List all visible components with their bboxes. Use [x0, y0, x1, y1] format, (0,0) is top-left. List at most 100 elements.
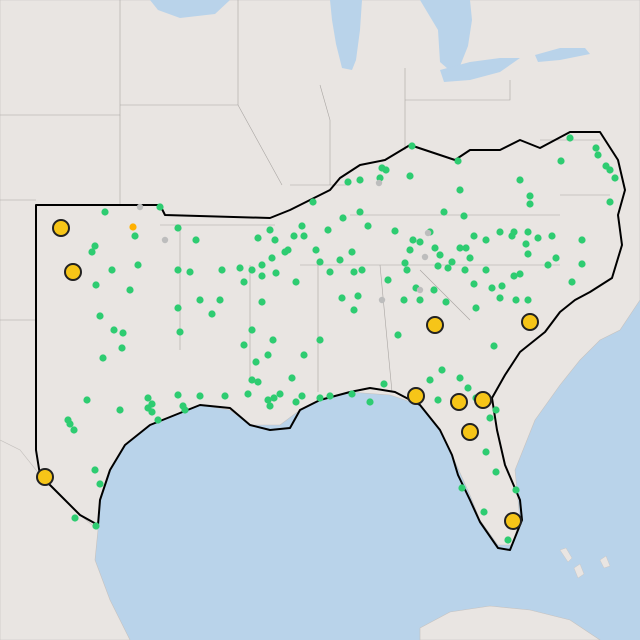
green-marker-dot[interactable] — [364, 222, 372, 230]
green-marker-dot[interactable] — [544, 261, 552, 269]
green-marker-dot[interactable] — [131, 232, 139, 240]
green-marker-dot[interactable] — [548, 232, 556, 240]
green-marker-dot[interactable] — [438, 366, 446, 374]
green-marker-dot[interactable] — [378, 164, 386, 172]
green-marker-dot[interactable] — [431, 244, 439, 252]
green-marker-dot[interactable] — [526, 200, 534, 208]
green-marker-dot[interactable] — [498, 282, 506, 290]
green-marker-dot[interactable] — [96, 480, 104, 488]
green-marker-dot[interactable] — [70, 426, 78, 434]
green-marker-dot[interactable] — [350, 306, 358, 314]
green-marker-dot[interactable] — [268, 254, 276, 262]
gray-marker-dot[interactable] — [421, 253, 429, 261]
green-marker-dot[interactable] — [461, 266, 469, 274]
gray-marker-dot[interactable] — [416, 286, 424, 294]
green-marker-dot[interactable] — [348, 390, 356, 398]
green-marker-dot[interactable] — [482, 448, 490, 456]
green-marker-dot[interactable] — [270, 394, 278, 402]
green-marker-dot[interactable] — [524, 250, 532, 258]
green-marker-dot[interactable] — [216, 296, 224, 304]
green-marker-dot[interactable] — [534, 234, 542, 242]
green-marker-dot[interactable] — [192, 236, 200, 244]
green-marker-dot[interactable] — [406, 246, 414, 254]
green-marker-dot[interactable] — [91, 242, 99, 250]
green-marker-dot[interactable] — [71, 514, 79, 522]
green-marker-dot[interactable] — [504, 536, 512, 544]
green-marker-dot[interactable] — [300, 232, 308, 240]
green-marker-dot[interactable] — [380, 380, 388, 388]
green-marker-dot[interactable] — [350, 268, 358, 276]
green-marker-dot[interactable] — [508, 232, 516, 240]
green-marker-dot[interactable] — [208, 310, 216, 318]
green-marker-dot[interactable] — [126, 286, 134, 294]
green-marker-dot[interactable] — [116, 406, 124, 414]
green-marker-dot[interactable] — [64, 416, 72, 424]
green-marker-dot[interactable] — [496, 228, 504, 236]
green-marker-dot[interactable] — [118, 344, 126, 352]
green-marker-dot[interactable] — [606, 166, 614, 174]
green-marker-dot[interactable] — [480, 508, 488, 516]
green-marker-dot[interactable] — [148, 400, 156, 408]
yellow-marker-circle[interactable] — [52, 219, 70, 237]
green-marker-dot[interactable] — [258, 261, 266, 269]
green-marker-dot[interactable] — [264, 351, 272, 359]
green-marker-dot[interactable] — [578, 236, 586, 244]
green-marker-dot[interactable] — [344, 178, 352, 186]
green-marker-dot[interactable] — [434, 396, 442, 404]
green-marker-dot[interactable] — [456, 244, 464, 252]
green-marker-dot[interactable] — [444, 264, 452, 272]
green-marker-dot[interactable] — [524, 228, 532, 236]
gray-marker-dot[interactable] — [161, 236, 169, 244]
green-marker-dot[interactable] — [316, 394, 324, 402]
green-marker-dot[interactable] — [174, 391, 182, 399]
green-marker-dot[interactable] — [516, 270, 524, 278]
green-marker-dot[interactable] — [403, 266, 411, 274]
green-marker-dot[interactable] — [266, 402, 274, 410]
green-marker-dot[interactable] — [264, 396, 272, 404]
green-marker-dot[interactable] — [258, 298, 266, 306]
green-marker-dot[interactable] — [154, 416, 162, 424]
green-marker-dot[interactable] — [464, 384, 472, 392]
green-marker-dot[interactable] — [290, 232, 298, 240]
green-marker-dot[interactable] — [252, 358, 260, 366]
green-marker-dot[interactable] — [606, 198, 614, 206]
green-marker-dot[interactable] — [568, 278, 576, 286]
green-marker-dot[interactable] — [592, 144, 600, 152]
green-marker-dot[interactable] — [356, 208, 364, 216]
green-marker-dot[interactable] — [416, 238, 424, 246]
green-marker-dot[interactable] — [384, 276, 392, 284]
green-marker-dot[interactable] — [240, 341, 248, 349]
gray-marker-dot[interactable] — [424, 229, 432, 237]
green-marker-dot[interactable] — [119, 329, 127, 337]
green-marker-dot[interactable] — [316, 258, 324, 266]
green-marker-dot[interactable] — [466, 254, 474, 262]
green-marker-dot[interactable] — [248, 266, 256, 274]
green-marker-dot[interactable] — [490, 342, 498, 350]
green-marker-dot[interactable] — [482, 236, 490, 244]
green-marker-dot[interactable] — [522, 240, 530, 248]
green-marker-dot[interactable] — [92, 281, 100, 289]
green-marker-dot[interactable] — [300, 351, 308, 359]
green-marker-dot[interactable] — [524, 296, 532, 304]
green-marker-dot[interactable] — [324, 226, 332, 234]
green-marker-dot[interactable] — [409, 236, 417, 244]
green-marker-dot[interactable] — [394, 331, 402, 339]
green-marker-dot[interactable] — [462, 244, 470, 252]
yellow-marker-circle[interactable] — [426, 316, 444, 334]
green-marker-dot[interactable] — [358, 266, 366, 274]
green-marker-dot[interactable] — [401, 259, 409, 267]
green-marker-dot[interactable] — [448, 258, 456, 266]
green-marker-dot[interactable] — [88, 248, 96, 256]
green-marker-dot[interactable] — [108, 266, 116, 274]
green-marker-dot[interactable] — [400, 296, 408, 304]
green-marker-dot[interactable] — [594, 151, 602, 159]
green-marker-dot[interactable] — [510, 272, 518, 280]
green-marker-dot[interactable] — [326, 392, 334, 400]
green-marker-dot[interactable] — [96, 312, 104, 320]
green-marker-dot[interactable] — [156, 203, 164, 211]
green-marker-dot[interactable] — [248, 326, 256, 334]
green-marker-dot[interactable] — [196, 296, 204, 304]
yellow-marker-circle[interactable] — [36, 468, 54, 486]
green-marker-dot[interactable] — [356, 176, 364, 184]
green-marker-dot[interactable] — [174, 304, 182, 312]
